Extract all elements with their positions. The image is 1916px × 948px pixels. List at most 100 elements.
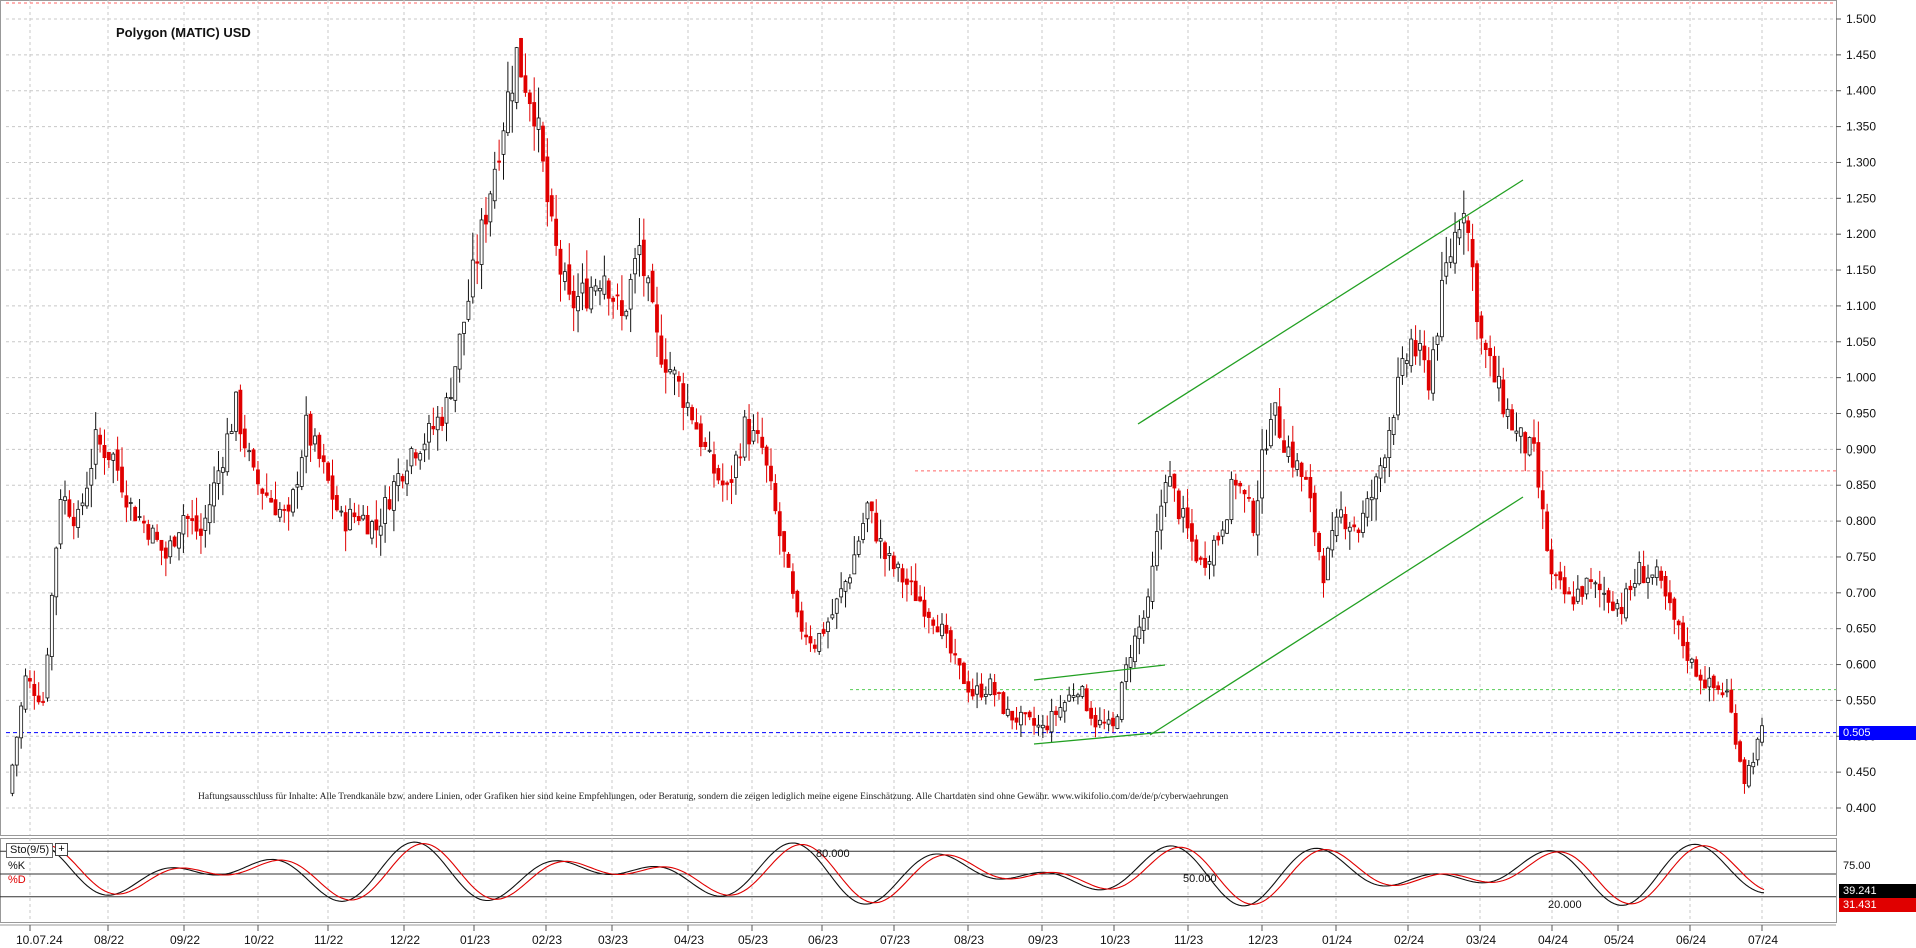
- candle-body: [1725, 690, 1729, 693]
- candle-body: [391, 481, 396, 511]
- wedge-upper-line: [1033, 664, 1166, 681]
- candle-body: [856, 540, 861, 555]
- candle-body: [782, 531, 787, 552]
- candle-body: [571, 290, 576, 309]
- candle-body: [1733, 713, 1738, 745]
- candle-body: [1102, 721, 1107, 724]
- candle-body: [668, 369, 673, 373]
- candle-body: [690, 407, 694, 421]
- candle-body: [1711, 675, 1716, 689]
- candle-body: [545, 156, 550, 203]
- indicator-expand-button[interactable]: +: [55, 843, 68, 856]
- candle-body: [1207, 561, 1212, 565]
- x-tick-label: 07/24: [1748, 933, 1778, 947]
- candle-body: [286, 504, 291, 512]
- candle-body: [111, 453, 116, 461]
- candle-body: [216, 470, 221, 484]
- candle-body: [1426, 360, 1431, 391]
- candle-body: [488, 193, 493, 223]
- candle-body: [1036, 724, 1041, 728]
- chart-title: Polygon (MATIC) USD: [116, 25, 251, 40]
- candle-body: [769, 465, 773, 482]
- legend-d-label: %D: [8, 874, 26, 886]
- candle-body: [295, 484, 300, 488]
- candle-body: [172, 536, 177, 547]
- x-tick-label: 08/23: [954, 933, 984, 947]
- candle-body: [861, 523, 865, 540]
- candle-body: [655, 304, 659, 333]
- candle-body: [1492, 355, 1497, 383]
- candle-body: [238, 389, 243, 435]
- candle-body: [764, 446, 769, 466]
- candle-body: [1339, 509, 1343, 518]
- osc-pane-frame: [0, 838, 1837, 923]
- candle-body: [1659, 570, 1664, 581]
- x-tick-label: 10/22: [244, 933, 274, 947]
- x-tick-label: 12/23: [1248, 933, 1278, 947]
- candle-body: [1554, 574, 1558, 577]
- candle-body: [681, 383, 686, 408]
- candle-body: [922, 599, 927, 617]
- y-tick-label: 1.350: [1846, 120, 1876, 134]
- candle-body: [321, 455, 326, 463]
- candle-body: [1260, 449, 1265, 499]
- candle-body: [865, 502, 870, 520]
- candle-body: [887, 553, 892, 556]
- candle-body: [1470, 239, 1475, 268]
- candle-body: [1738, 741, 1742, 762]
- candle-body: [1014, 717, 1019, 723]
- candle-body: [1111, 717, 1115, 727]
- candle-body: [948, 630, 953, 654]
- candle-body: [1584, 577, 1589, 595]
- candle-body: [1229, 478, 1234, 520]
- candle-body: [1023, 712, 1028, 715]
- candle-body: [703, 441, 708, 447]
- candle-body: [304, 414, 309, 457]
- candle-body: [41, 701, 45, 703]
- candle-body: [1128, 657, 1133, 668]
- candle-body: [155, 531, 159, 540]
- candle-body: [510, 92, 515, 102]
- candle-body: [1154, 531, 1159, 567]
- candle-body: [1334, 516, 1339, 537]
- candle-body: [1703, 679, 1707, 689]
- candle-body: [470, 259, 475, 298]
- y-tick-label: 1.050: [1846, 335, 1876, 349]
- candle-body: [1361, 512, 1365, 533]
- candle-body: [716, 468, 721, 481]
- indicator-name-label[interactable]: Sto(9/5): [6, 843, 54, 858]
- candle-body: [633, 258, 637, 275]
- candle-body: [641, 239, 646, 277]
- candle-body: [677, 376, 681, 382]
- candle-body: [1124, 664, 1129, 682]
- candle-body: [45, 654, 50, 699]
- candle-body: [212, 482, 216, 507]
- candle-body: [1115, 716, 1120, 729]
- candle-body: [14, 736, 19, 766]
- candle-body: [36, 695, 41, 703]
- candle-body: [729, 479, 734, 483]
- x-tick-label: 09/22: [170, 933, 200, 947]
- candle-body: [168, 540, 173, 558]
- candle-body: [1694, 659, 1699, 677]
- candle-body: [1321, 555, 1326, 584]
- candle-body: [352, 512, 357, 518]
- candle-body: [1071, 695, 1076, 698]
- candle-body: [878, 538, 883, 542]
- candle-body: [1062, 702, 1067, 712]
- candle-body: [133, 506, 138, 522]
- candle-body: [606, 280, 611, 299]
- candle-body: [1729, 689, 1734, 713]
- candle-body: [615, 294, 620, 297]
- candle-body: [1518, 427, 1523, 437]
- candle-body: [786, 553, 791, 568]
- candle-body: [1685, 641, 1690, 661]
- candle-body: [1282, 440, 1286, 453]
- channel-lower-line: [1149, 496, 1524, 736]
- candle-body: [931, 619, 936, 626]
- candle-body: [1589, 579, 1593, 582]
- candle-body: [527, 92, 532, 105]
- candle-body: [970, 688, 975, 697]
- candle-body: [962, 662, 966, 685]
- x-tick-label: 06/23: [808, 933, 838, 947]
